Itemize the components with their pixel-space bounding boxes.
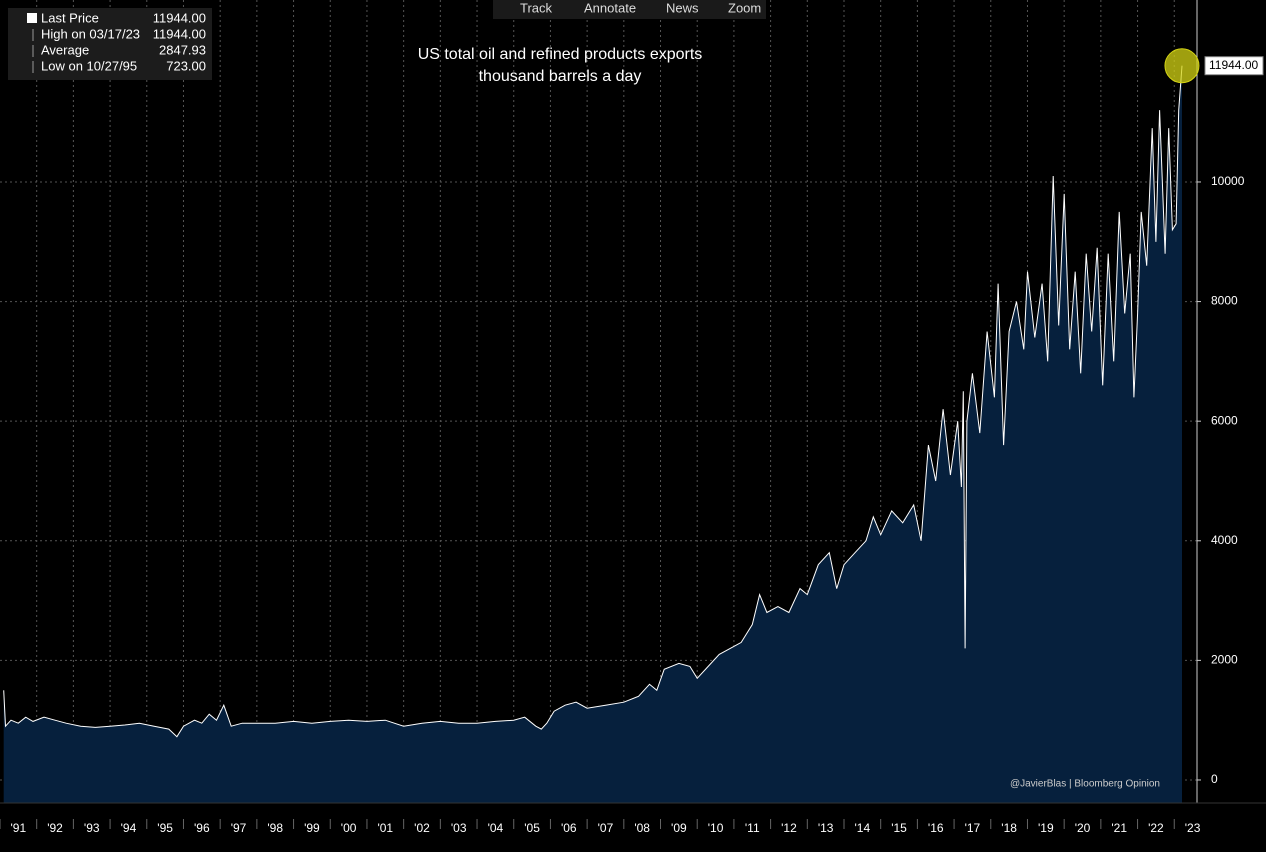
x-tick-label: '21 (1111, 821, 1127, 835)
x-tick-label: '12 (781, 821, 797, 835)
legend-value: 723.00 (166, 58, 206, 73)
x-tick-label: '95 (157, 821, 173, 835)
x-tick-label: '05 (524, 821, 540, 835)
x-tick-label: '18 (1001, 821, 1017, 835)
x-tick-label: '98 (267, 821, 283, 835)
x-tick-label: '96 (194, 821, 210, 835)
x-tick-label: '93 (84, 821, 100, 835)
x-tick-label: '14 (855, 821, 871, 835)
legend-name: Low on 10/27/95 (41, 58, 137, 73)
x-tick-label: '07 (598, 821, 614, 835)
toolbar-track[interactable]: Track (520, 0, 553, 15)
toolbar-zoom[interactable]: Zoom (728, 0, 761, 15)
x-tick-label: '08 (634, 821, 650, 835)
legend-name: Last Price (41, 10, 99, 25)
y-tick-label: 2000 (1211, 653, 1238, 667)
legend-value: 11944.00 (153, 10, 206, 25)
legend-swatch (27, 13, 37, 23)
chart-title: US total oil and refined products export… (418, 46, 703, 63)
last-value-label: 11944.00 (1209, 58, 1258, 72)
x-tick-label: '01 (377, 821, 393, 835)
x-tick-label: '22 (1148, 821, 1164, 835)
legend-bg (8, 8, 212, 80)
chart-subtitle: thousand barrels a day (479, 68, 642, 85)
x-tick-label: '06 (561, 821, 577, 835)
x-tick-label: '15 (891, 821, 907, 835)
x-tick-label: '23 (1185, 821, 1201, 835)
legend-value: 11944.00 (153, 26, 206, 41)
legend-name: High on 03/17/23 (41, 26, 140, 41)
y-tick-label: 4000 (1211, 533, 1238, 547)
toolbar-bg (493, 0, 766, 19)
x-tick-label: '11 (745, 821, 760, 835)
legend-value: 2847.93 (159, 42, 206, 57)
x-tick-label: '99 (304, 821, 320, 835)
x-tick-label: '20 (1075, 821, 1091, 835)
y-tick-label: 0 (1211, 772, 1218, 786)
area (3, 65, 1183, 803)
toolbar-news[interactable]: News (666, 0, 699, 15)
y-tick-label: 10000 (1211, 174, 1245, 188)
x-tick-label: '04 (488, 821, 504, 835)
last-point-highlight (1164, 48, 1200, 84)
x-tick-label: '94 (121, 821, 137, 835)
x-tick-label: '16 (928, 821, 944, 835)
x-tick-label: '09 (671, 821, 687, 835)
line (3, 65, 1183, 738)
x-tick-label: '02 (414, 821, 430, 835)
x-tick-label: '97 (231, 821, 247, 835)
y-tick-label: 8000 (1211, 294, 1238, 308)
x-tick-label: '00 (341, 821, 357, 835)
legend: Last Price 11944.00 High on 03/17/23 11944.… (8, 8, 212, 80)
x-tick-label: '03 (451, 821, 467, 835)
x-tick-label: '17 (965, 821, 981, 835)
credit: @JavierBlas | Bloomberg Opinion (1010, 779, 1160, 790)
toolbar-annotate[interactable]: Annotate (584, 0, 636, 15)
x-tick-label: '92 (47, 821, 63, 835)
y-tick-label: 6000 (1211, 413, 1238, 427)
x-tick-label: '13 (818, 821, 834, 835)
legend-name: Average (41, 42, 89, 57)
toolbar: Track Annotate News Zoom (493, 0, 766, 19)
x-tick-label: '91 (11, 821, 27, 835)
x-tick-label: '10 (708, 821, 724, 835)
last-value-box (1204, 56, 1264, 76)
x-tick-label: '19 (1038, 821, 1054, 835)
